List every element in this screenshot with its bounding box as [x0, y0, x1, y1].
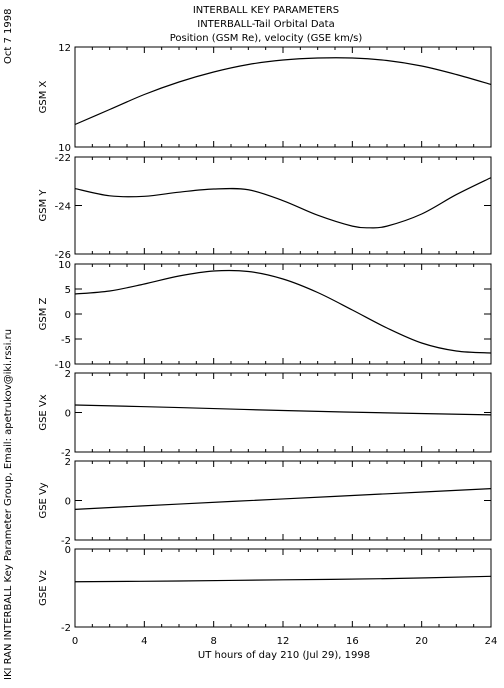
- y-tick-label: 12: [58, 43, 71, 54]
- panel-frame-3: [74, 372, 492, 453]
- y-axis-label-2: GSM Z: [38, 297, 49, 330]
- y-tick-label: 0: [65, 310, 71, 321]
- x-tick-label: 0: [72, 636, 78, 647]
- x-tick-label: 12: [277, 636, 290, 647]
- y-tick-label: -24: [55, 202, 71, 213]
- x-axis: 0 4 8 12 16 20 24: [72, 636, 498, 647]
- panel-2: -10 -5 0 5 10 GSM Z: [38, 260, 492, 371]
- panel-frame-5: [74, 548, 492, 628]
- header-line-2: INTERBALL-Tail Orbital Data: [197, 19, 334, 30]
- side-credit: IKI RAN INTERBALL Key Parameter Group, E…: [3, 329, 14, 680]
- y-axis-label-5: GSE Vz: [38, 570, 49, 606]
- series-line-4: [74, 488, 492, 510]
- x-tick-label: 20: [415, 636, 428, 647]
- y-tick-label: 2: [65, 369, 71, 380]
- y-axis-label-3: GSE Vx: [38, 394, 49, 430]
- y-tick-label: -5: [61, 335, 71, 346]
- series-line-3: [74, 404, 492, 416]
- y-tick-label: -2: [61, 448, 71, 459]
- y-tick-label: 0: [65, 409, 71, 420]
- y-tick-label: 0: [65, 545, 71, 556]
- panel-1: -26 -24 -22 GSM Y: [38, 153, 492, 261]
- y-tick-label: -26: [55, 250, 71, 261]
- panel-5: -2 0 GSE Vz: [38, 545, 492, 634]
- y-axis-label-0: GSM X: [38, 80, 49, 113]
- x-tick-label: 16: [346, 636, 359, 647]
- y-axis-label-4: GSE Vy: [38, 482, 49, 518]
- y-tick-label: -2: [61, 536, 71, 547]
- panel-frame-1: [74, 156, 492, 255]
- side-date: Oct 7 1998: [3, 9, 14, 64]
- y-tick-label: 10: [58, 260, 71, 271]
- y-axis-label-1: GSM Y: [38, 189, 49, 222]
- y-tick-label: 10: [58, 143, 71, 154]
- series-line-5: [74, 575, 492, 583]
- header-line-3: Position (GSM Re), velocity (GSE km/s): [170, 33, 363, 44]
- x-axis-label: UT hours of day 210 (Jul 29), 1998: [198, 650, 370, 661]
- y-tick-label: -10: [55, 360, 71, 371]
- y-tick-label: -22: [55, 153, 71, 164]
- y-tick-label: -2: [61, 623, 71, 634]
- header-line-1: INTERBALL KEY PARAMETERS: [193, 5, 339, 16]
- x-tick-label: 8: [210, 636, 216, 647]
- x-tick-label: 4: [141, 636, 147, 647]
- panel-frame-4: [74, 460, 492, 541]
- y-tick-label: 2: [65, 457, 71, 468]
- panel-4: -2 0 2 GSE Vy: [38, 457, 492, 547]
- y-tick-label: 5: [65, 285, 71, 296]
- y-tick-label: 0: [65, 497, 71, 508]
- panel-3: -2 0 2 GSE Vx: [38, 369, 492, 459]
- series-line-1: [74, 177, 492, 229]
- series-line-2: [74, 269, 492, 354]
- series-line-0: [74, 57, 492, 126]
- panel-0: 10 12 GSM X: [38, 43, 492, 154]
- x-tick-label: 24: [485, 636, 498, 647]
